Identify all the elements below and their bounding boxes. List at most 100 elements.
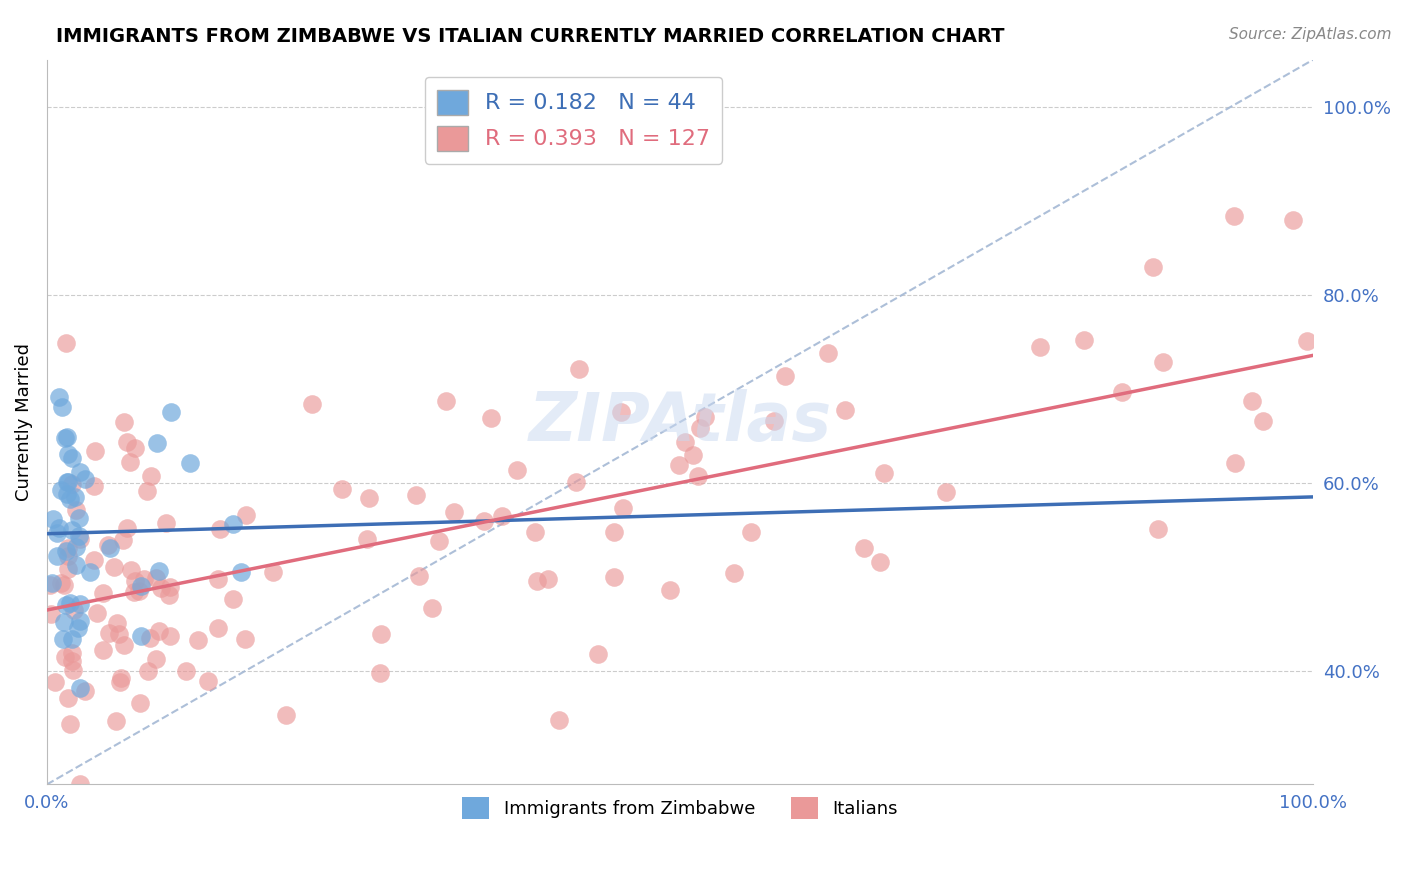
Point — [83, 479, 105, 493]
Point — [59, 492, 82, 507]
Point — [1152, 354, 1174, 368]
Point — [60, 654, 83, 668]
Point — [610, 405, 633, 419]
Point — [84, 444, 107, 458]
Point — [55, 335, 77, 350]
Point — [69, 681, 91, 696]
Point — [115, 521, 138, 535]
Point — [62, 450, 84, 465]
Text: Source: ZipAtlas.com: Source: ZipAtlas.com — [1229, 27, 1392, 42]
Point — [56, 475, 79, 489]
Point — [763, 414, 786, 428]
Point — [773, 368, 796, 383]
Point — [60, 632, 83, 646]
Point — [110, 671, 132, 685]
Point — [693, 409, 716, 424]
Point — [420, 601, 443, 615]
Point — [79, 565, 101, 579]
Point — [120, 563, 142, 577]
Point — [548, 713, 571, 727]
Point — [723, 566, 745, 580]
Point — [51, 483, 73, 497]
Point — [58, 596, 80, 610]
Point — [873, 466, 896, 480]
Point — [56, 487, 79, 501]
Point — [44, 675, 66, 690]
Point — [481, 411, 503, 425]
Point — [834, 402, 856, 417]
Point — [104, 714, 127, 729]
Point — [108, 675, 131, 690]
Point — [568, 362, 591, 376]
Point — [51, 400, 73, 414]
Point — [45, 526, 67, 541]
Point — [56, 430, 79, 444]
Point — [1240, 394, 1263, 409]
Point — [65, 558, 87, 573]
Point — [135, 484, 157, 499]
Point — [157, 589, 180, 603]
Point — [39, 607, 62, 622]
Point — [69, 614, 91, 628]
Point — [408, 569, 430, 583]
Point — [69, 511, 91, 525]
Point — [149, 581, 172, 595]
Point — [129, 696, 152, 710]
Point — [124, 574, 146, 589]
Point — [56, 549, 79, 564]
Point — [537, 572, 560, 586]
Point — [60, 524, 83, 538]
Point — [159, 580, 181, 594]
Point — [221, 516, 243, 531]
Point — [139, 468, 162, 483]
Point — [41, 575, 63, 590]
Point — [69, 597, 91, 611]
Point — [46, 549, 69, 564]
Point — [48, 390, 70, 404]
Point — [429, 534, 451, 549]
Point — [63, 603, 86, 617]
Legend: Immigrants from Zimbabwe, Italians: Immigrants from Zimbabwe, Italians — [454, 789, 905, 826]
Point — [159, 405, 181, 419]
Point — [356, 533, 378, 547]
Point — [207, 572, 229, 586]
Point — [39, 578, 62, 592]
Point — [1296, 334, 1319, 348]
Point — [103, 560, 125, 574]
Point — [62, 663, 84, 677]
Point — [817, 345, 839, 359]
Point — [686, 468, 709, 483]
Point — [370, 627, 392, 641]
Point — [491, 509, 513, 524]
Point — [148, 624, 170, 638]
Point — [52, 632, 75, 646]
Point — [443, 505, 465, 519]
Point — [56, 690, 79, 705]
Point — [222, 592, 245, 607]
Point — [174, 664, 197, 678]
Point — [187, 633, 209, 648]
Point — [934, 484, 956, 499]
Point — [434, 394, 457, 409]
Point — [86, 607, 108, 621]
Point — [131, 629, 153, 643]
Point — [1073, 333, 1095, 347]
Point — [91, 586, 114, 600]
Point — [1142, 260, 1164, 274]
Point — [682, 448, 704, 462]
Point — [63, 490, 86, 504]
Point — [330, 482, 353, 496]
Point — [262, 565, 284, 579]
Point — [56, 475, 79, 489]
Point — [73, 472, 96, 486]
Point — [207, 621, 229, 635]
Text: IMMIGRANTS FROM ZIMBABWE VS ITALIAN CURRENTLY MARRIED CORRELATION CHART: IMMIGRANTS FROM ZIMBABWE VS ITALIAN CURR… — [56, 27, 1005, 45]
Point — [155, 516, 177, 530]
Point — [145, 652, 167, 666]
Point — [129, 579, 152, 593]
Point — [98, 541, 121, 556]
Point — [60, 477, 83, 491]
Point — [370, 666, 392, 681]
Point — [107, 626, 129, 640]
Point — [56, 541, 79, 555]
